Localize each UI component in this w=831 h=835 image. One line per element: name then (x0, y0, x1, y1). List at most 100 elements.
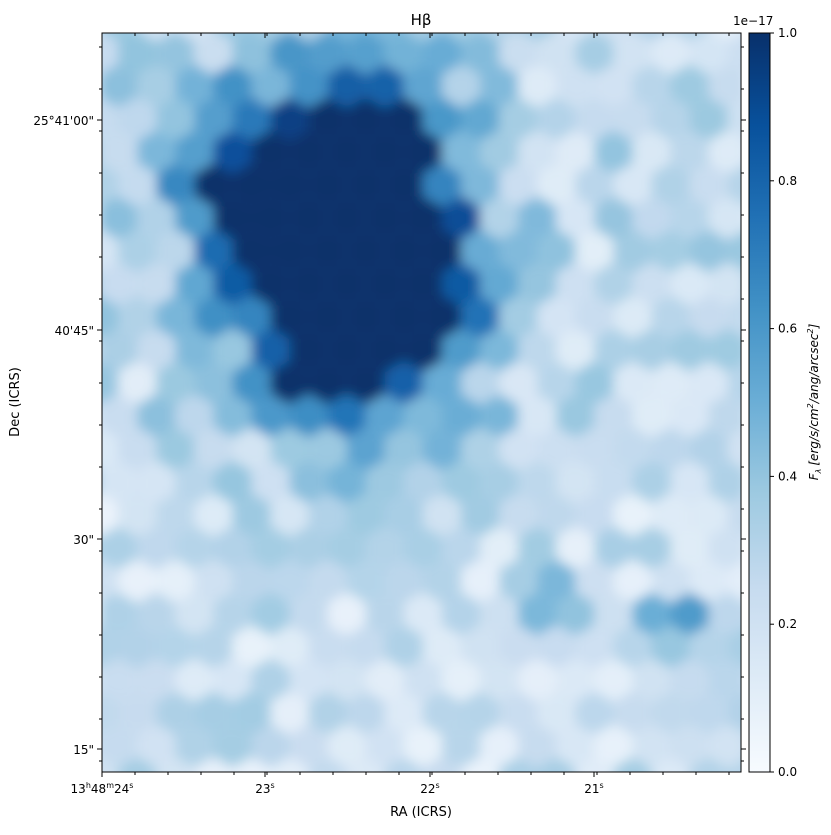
heatmap-cell (213, 658, 252, 702)
heatmap-cell (575, 559, 614, 603)
heatmap-cell (102, 164, 119, 206)
y-tick-label: 25°41'00" (33, 114, 94, 128)
heatmap-cell (327, 328, 366, 372)
heatmap-cell (499, 625, 538, 669)
plot-frame (101, 32, 742, 773)
heatmap-cell (480, 592, 519, 636)
chart-title: Hβ (411, 11, 432, 29)
heatmap-cell (708, 130, 741, 174)
heatmap-cell (651, 295, 690, 339)
heatmap-cell (175, 262, 214, 306)
heatmap-cell (594, 196, 633, 240)
heatmap-cell (461, 97, 500, 141)
heatmap-cell (613, 493, 652, 537)
heatmap-cell (308, 361, 347, 405)
heatmap-cell (422, 493, 462, 537)
heatmap-cell (365, 394, 404, 438)
heatmap-cell (118, 691, 157, 735)
heatmap-cell (708, 592, 741, 636)
heatmap-cell (442, 328, 481, 372)
heatmap-cell (689, 361, 728, 405)
heatmap-cell (518, 130, 557, 174)
heatmap-cell (194, 229, 233, 273)
heatmap-cell (422, 625, 462, 669)
colorbar: 0.0 0.2 0.4 0.6 0.8 1.0 1e−17 Fλ[erg/s/cm2/an… (733, 14, 823, 779)
heatmap-cell (346, 757, 385, 772)
heatmap-cell (289, 526, 328, 570)
heatmap-cell (518, 196, 557, 240)
heatmap-cell (213, 64, 252, 108)
heatmap-cell (594, 592, 633, 636)
colorbar-tick-label: 0.8 (778, 174, 797, 188)
heatmap-cell (327, 460, 366, 504)
heatmap-cell (254, 33, 287, 42)
heatmap-cell (365, 658, 404, 702)
heatmap-cell (461, 757, 500, 772)
heatmap-cell (403, 724, 442, 768)
heatmap-cell (178, 33, 210, 42)
heatmap-cell (613, 625, 652, 669)
heatmap-cell (61, 592, 99, 636)
heatmap-cell (518, 394, 557, 438)
heatmap-cell (422, 229, 462, 273)
heatmap-cell (270, 625, 309, 669)
heatmap-cell (537, 559, 576, 603)
heatmap-cell (369, 33, 401, 42)
heatmap-cell (518, 658, 557, 702)
heatmap-cell (194, 33, 233, 75)
heatmap-cell (384, 163, 423, 207)
heatmap-cell (403, 592, 442, 636)
heatmap-cell (118, 33, 157, 75)
heatmap-cell (118, 295, 157, 339)
heatmap-cell (499, 33, 538, 75)
y-axis-label: Dec (ICRS) (8, 367, 23, 437)
heatmap-cell (689, 97, 728, 141)
heatmap-cell (137, 592, 176, 636)
heatmap-cell (499, 427, 538, 471)
heatmap-cell (102, 560, 119, 602)
heatmap-cell (384, 97, 423, 141)
x-axis-label: RA (ICRS) (390, 805, 452, 820)
heatmap-cell (708, 196, 741, 240)
heatmap-cell (331, 33, 363, 42)
heatmap-cell (251, 262, 290, 306)
heatmap-cell (632, 262, 671, 306)
x-tick-label: 21s (584, 781, 603, 796)
heatmap-cell (403, 394, 442, 438)
heatmap-cell (270, 691, 309, 735)
heatmap-cell (442, 196, 481, 240)
heatmap-cell (480, 64, 519, 108)
heatmap-cell (559, 33, 591, 42)
heatmap-cell (102, 296, 119, 338)
heatmap-cell (556, 64, 595, 108)
heatmap-cell (632, 460, 671, 504)
heatmap-cell (118, 757, 157, 772)
x-tick-label: 22s (420, 781, 439, 796)
heatmap-cell (308, 163, 347, 207)
heatmap-cell (365, 724, 404, 768)
heatmap-cell (635, 33, 668, 42)
heatmap-cell (556, 262, 595, 306)
heatmap-cell (175, 460, 214, 504)
heatmap-cell (137, 724, 176, 768)
heatmap-cell (194, 97, 233, 141)
heatmap-cell (594, 658, 633, 702)
heatmap-cell (670, 526, 709, 570)
heatmap-cell (308, 493, 347, 537)
heatmap-cell (156, 97, 195, 141)
heatmap-cell (346, 691, 385, 735)
heatmap-cell (137, 658, 176, 702)
heatmap-cell (232, 229, 271, 273)
heatmap-cell (597, 33, 630, 42)
heatmap-cell (689, 229, 728, 273)
heatmap-cell (102, 526, 138, 570)
heatmap-cell (232, 361, 271, 405)
heatmap-cell (118, 427, 157, 471)
heatmap-cell (727, 364, 741, 402)
heatmap-cell (727, 562, 741, 600)
colorbar-tick-label: 0.0 (778, 765, 797, 779)
heatmap-cell (575, 163, 614, 207)
heatmap-cell (213, 262, 252, 306)
heatmap-cell (499, 757, 538, 772)
heatmap-cell (727, 100, 741, 138)
